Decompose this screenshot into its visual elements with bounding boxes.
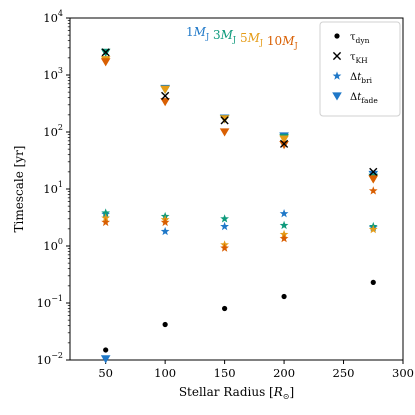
y-tick-label: 103: [43, 66, 63, 82]
data-point-fade_10MJ: [368, 175, 378, 183]
x-tick-label: 300: [392, 366, 414, 380]
mass-label-row: 1MJ 3MJ 5MJ 10MJ: [186, 25, 298, 50]
legend-marker-dyn: [334, 33, 339, 38]
data-point-dyn: [371, 280, 376, 285]
x-tick-label: 250: [333, 366, 355, 380]
series-fade_1MJ: [101, 85, 378, 363]
data-point-fade_10MJ: [220, 128, 230, 136]
mass-labels: 1MJ 3MJ 5MJ 10MJ: [186, 25, 298, 50]
series-bri_10MJ: [101, 186, 377, 252]
y-tick-label: 100: [43, 237, 63, 253]
data-point-bri_10MJ: [280, 234, 289, 242]
y-tick-label: 10−2: [37, 351, 63, 367]
x-tick-label: 50: [98, 366, 113, 380]
data-point-dyn: [281, 294, 286, 299]
data-point-fade_10MJ: [279, 141, 289, 149]
x-tick-label: 200: [273, 366, 295, 380]
y-tick-label: 10−1: [37, 294, 63, 310]
y-tick-label: 104: [43, 9, 63, 25]
data-point-bri_3MJ: [220, 214, 229, 222]
x-axis-label: Stellar Radius [R⊙]: [179, 385, 294, 401]
data-point-bri_1MJ: [220, 222, 229, 230]
y-axis-label: Timescale [yr]: [12, 146, 26, 233]
series-bri_5MJ: [101, 213, 377, 248]
data-point-dyn: [103, 347, 108, 352]
x-tick-label: 150: [214, 366, 236, 380]
data-point-bri_3MJ: [280, 221, 289, 229]
series-dyn: [103, 280, 376, 353]
data-point-bri_5MJ: [369, 225, 378, 233]
series-bri_3MJ: [101, 208, 377, 230]
data-point-fade_1MJ: [101, 355, 111, 363]
series-bri_1MJ: [101, 209, 377, 235]
data-point-bri_1MJ: [280, 209, 289, 217]
data-point-fade_5MJ: [220, 115, 230, 123]
data-point-dyn: [163, 322, 168, 327]
x-tick-label: 100: [154, 366, 176, 380]
data-point-fade_10MJ: [101, 58, 111, 66]
data-point-bri_10MJ: [220, 243, 229, 251]
data-point-bri_10MJ: [101, 218, 110, 226]
y-tick-label: 102: [43, 123, 63, 139]
data-point-dyn: [222, 306, 227, 311]
data-point-bri_1MJ: [161, 227, 170, 235]
y-tick-label: 101: [43, 180, 63, 196]
data-point-bri_10MJ: [369, 186, 378, 194]
